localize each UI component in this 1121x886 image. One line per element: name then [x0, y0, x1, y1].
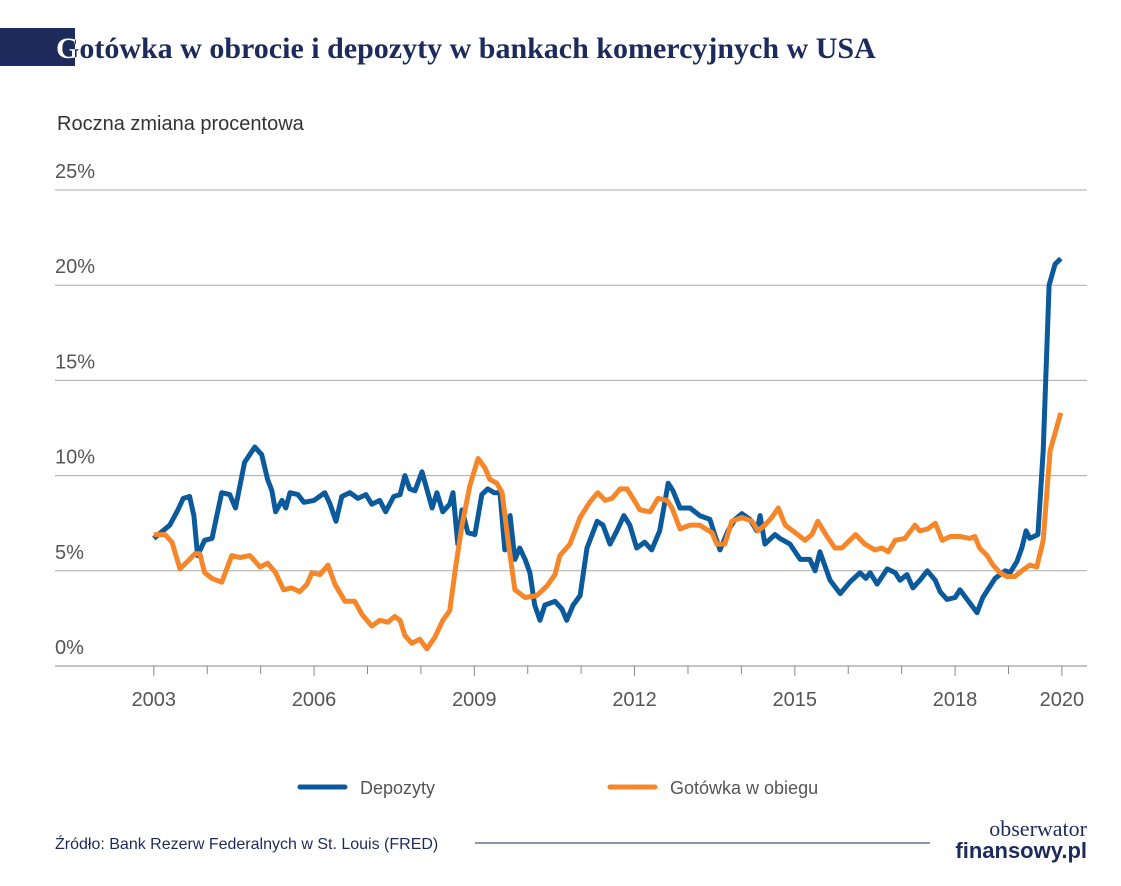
- x-tick-label: 2009: [452, 689, 497, 711]
- y-tick-label: 0%: [55, 637, 84, 659]
- x-tick-label: 2020: [1040, 689, 1085, 711]
- x-tick-label: 2006: [292, 689, 337, 711]
- chart-title: Gotówka w obrocie i depozyty w bankach k…: [56, 32, 876, 65]
- y-tick-label: 5%: [55, 542, 84, 564]
- title-block: [0, 28, 75, 66]
- series-line: [152, 256, 1063, 623]
- chart-title-highlight: Gotówka w obrocie i depozyty w bankach k…: [56, 32, 876, 65]
- subtitle: Roczna zmiana procentowa: [57, 113, 305, 135]
- y-tick-label: 10%: [55, 447, 95, 469]
- logo-line2: finansowy.pl: [955, 838, 1087, 863]
- x-tick-label: 2012: [612, 689, 657, 711]
- x-tick-label: 2003: [132, 689, 177, 711]
- x-tick-label: 2018: [933, 689, 978, 711]
- x-tick-label: 2015: [773, 689, 818, 711]
- legend-label: Gotówka w obiegu: [670, 778, 818, 798]
- series-line: [153, 412, 1064, 652]
- logo-line1: obserwator: [989, 816, 1087, 841]
- y-tick-label: 25%: [55, 161, 95, 183]
- source: Źródło: Bank Rezerw Federalnych w St. Lo…: [55, 834, 438, 853]
- legend-label: Depozyty: [360, 778, 435, 798]
- y-tick-label: 20%: [55, 256, 95, 278]
- y-tick-label: 15%: [55, 351, 95, 373]
